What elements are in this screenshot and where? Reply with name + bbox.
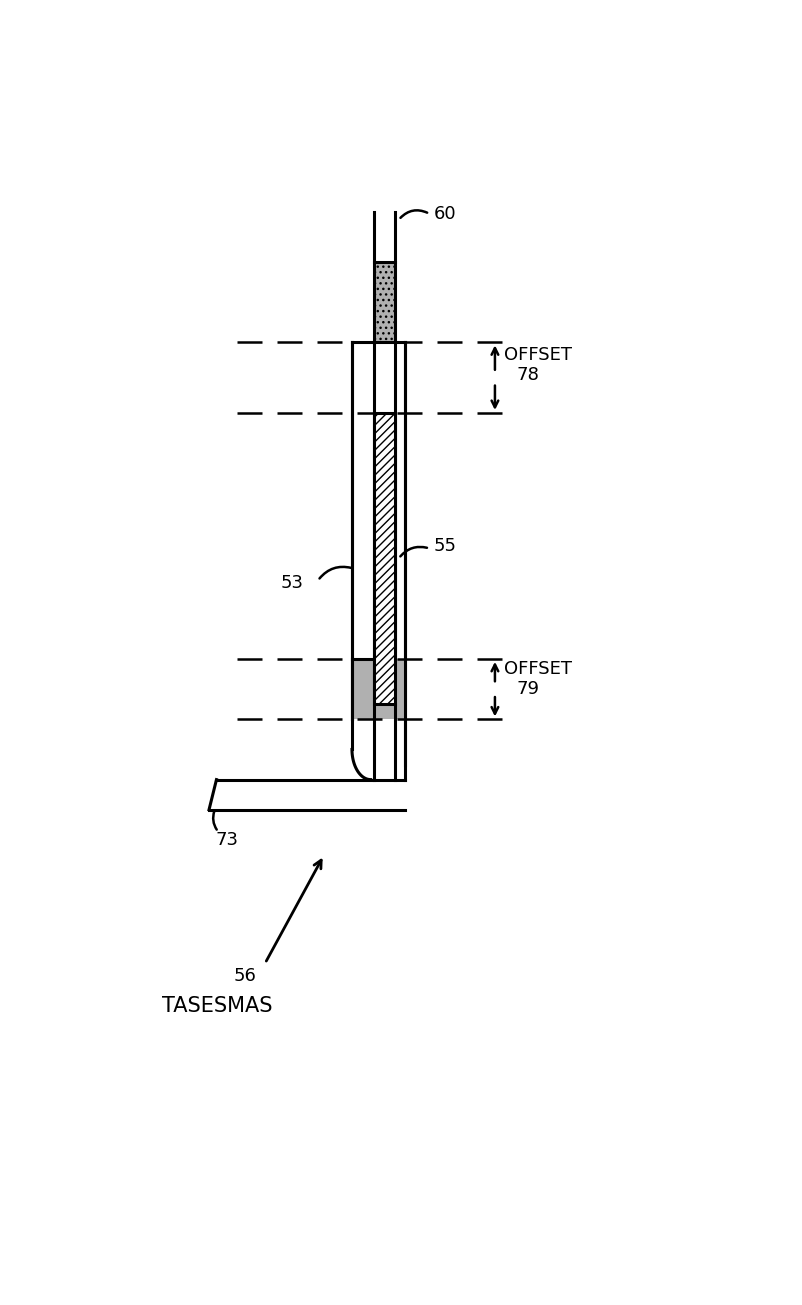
Text: 53: 53 — [281, 574, 303, 591]
Bar — [374, 412, 395, 705]
Text: 73: 73 — [215, 831, 238, 848]
Bar — [352, 659, 405, 719]
Text: OFFSET: OFFSET — [504, 660, 573, 679]
Text: 55: 55 — [434, 538, 457, 556]
Bar — [374, 262, 395, 342]
Text: 60: 60 — [434, 205, 456, 223]
Text: TASESMAS: TASESMAS — [162, 996, 273, 1015]
Text: OFFSET: OFFSET — [504, 346, 573, 364]
Text: 78: 78 — [516, 367, 540, 384]
Text: 56: 56 — [234, 967, 257, 984]
Text: 79: 79 — [516, 680, 540, 698]
